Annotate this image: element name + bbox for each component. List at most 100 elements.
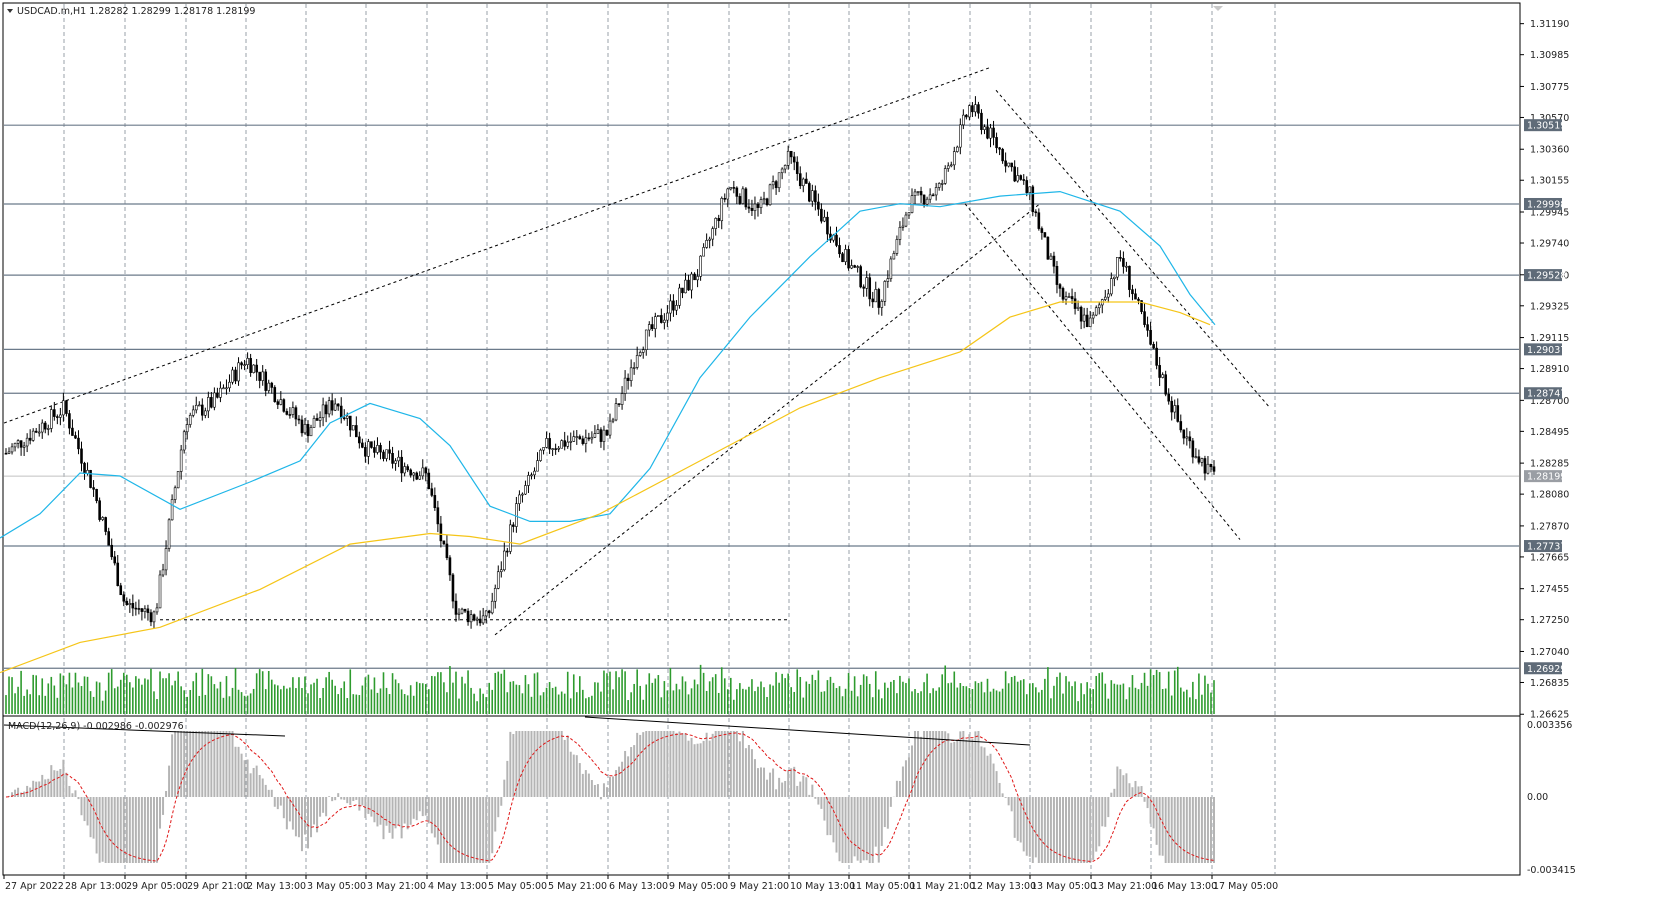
- candle-body: [605, 429, 609, 436]
- candle-body: [197, 404, 201, 407]
- candle-body: [1079, 306, 1083, 322]
- candle-body: [288, 414, 292, 416]
- candle-body: [660, 315, 663, 323]
- candle-body: [599, 429, 603, 442]
- candle-body: [439, 523, 443, 542]
- time-label: 4 May 13:00: [428, 881, 487, 892]
- candle-body: [572, 436, 576, 442]
- candle-body: [53, 409, 56, 417]
- candle-body: [521, 493, 524, 496]
- candle-body: [801, 178, 805, 187]
- candle-body: [342, 417, 346, 420]
- candle-body: [895, 239, 899, 254]
- candle-body: [880, 301, 884, 308]
- candle-body: [143, 608, 147, 612]
- candle-body: [273, 387, 277, 402]
- candle-body: [1076, 306, 1080, 309]
- candle-body: [155, 607, 159, 613]
- candle-body: [46, 428, 50, 430]
- price-label: 1.29945: [1530, 208, 1569, 219]
- price-tag-label: 1.30519: [1527, 121, 1566, 132]
- candle-body: [315, 418, 319, 421]
- candle-body: [460, 608, 464, 614]
- candle-body: [327, 400, 331, 415]
- candle-body: [406, 466, 409, 471]
- candle-body: [1061, 288, 1065, 300]
- candle-body: [246, 358, 249, 365]
- time-label: 17 May 05:00: [1213, 881, 1278, 892]
- candle-body: [252, 364, 255, 373]
- macd-info: MACD(12,26,9) -0.002986 -0.002976: [8, 721, 184, 732]
- candle-body: [623, 377, 627, 394]
- candle-body: [1073, 298, 1077, 309]
- candle-body: [185, 424, 189, 433]
- candle-body: [119, 585, 123, 596]
- candle-body: [747, 206, 751, 209]
- price-tag: [1524, 119, 1562, 132]
- candle-body: [502, 550, 506, 571]
- candle-body: [194, 404, 198, 411]
- candle-body: [285, 411, 289, 415]
- candle-body: [210, 397, 213, 408]
- candle-body: [484, 610, 488, 617]
- candle-body: [16, 440, 20, 444]
- candle-body: [1140, 300, 1143, 312]
- time-label: 6 May 13:00: [609, 881, 668, 892]
- candle-body: [418, 475, 422, 480]
- candle-body: [678, 287, 681, 306]
- candle-body: [741, 188, 745, 204]
- moving-averages: [0, 190, 1216, 674]
- candle-body: [1212, 466, 1216, 472]
- candle-body: [783, 165, 787, 170]
- candle-body: [907, 212, 911, 216]
- candle-body: [83, 462, 86, 474]
- candle-body: [394, 460, 397, 464]
- price-tag-label: 1.29528: [1527, 271, 1566, 282]
- price-label: 1.30775: [1530, 82, 1569, 93]
- candle-body: [780, 168, 784, 174]
- candle-body: [1055, 265, 1059, 285]
- candle-body: [913, 191, 917, 196]
- price-tag: [1524, 662, 1562, 675]
- candle-body: [1046, 236, 1050, 260]
- macd-scale-bottom: -0.003415: [1527, 865, 1576, 876]
- candle-body: [240, 362, 243, 366]
- candle-body: [856, 266, 859, 268]
- time-label: 16 May 13:00: [1152, 881, 1217, 892]
- dropdown-arrow-icon[interactable]: [7, 9, 13, 13]
- candle-body: [1001, 148, 1004, 162]
- candle-body: [1128, 265, 1131, 290]
- candle-body: [789, 150, 793, 158]
- candle-body: [554, 448, 557, 450]
- candle-body: [1082, 314, 1086, 322]
- candle-body: [626, 377, 630, 381]
- price-tag-label: 1.28747: [1527, 389, 1566, 400]
- candle-body: [1152, 344, 1155, 349]
- candle-body: [1016, 175, 1020, 182]
- candle-body: [264, 371, 268, 391]
- candle-body: [647, 324, 651, 331]
- time-label: 3 May 21:00: [367, 881, 426, 892]
- candle-body: [490, 600, 494, 614]
- candle-body: [1200, 458, 1204, 463]
- price-label: 1.27665: [1530, 552, 1569, 563]
- candle-body: [388, 449, 391, 454]
- candle-body: [424, 467, 428, 474]
- price-tag: [1524, 197, 1562, 210]
- candle-body: [222, 387, 225, 390]
- candle-body: [481, 615, 485, 624]
- candle-body: [720, 198, 724, 222]
- candle-body: [113, 556, 117, 564]
- candle-body: [348, 415, 352, 431]
- candle-body: [1122, 258, 1125, 267]
- time-axis: 27 Apr 2022 28 Apr 13:00 29 Apr 05:00 29 Ap…: [3, 875, 1278, 892]
- candle-body: [22, 445, 26, 448]
- candle-body: [216, 392, 219, 398]
- candle-body: [376, 445, 379, 453]
- shift-marker-icon[interactable]: [1213, 6, 1223, 11]
- candle-body: [379, 445, 382, 453]
- candle-body: [512, 524, 515, 527]
- candle-body: [370, 441, 373, 448]
- candle-body: [644, 329, 648, 350]
